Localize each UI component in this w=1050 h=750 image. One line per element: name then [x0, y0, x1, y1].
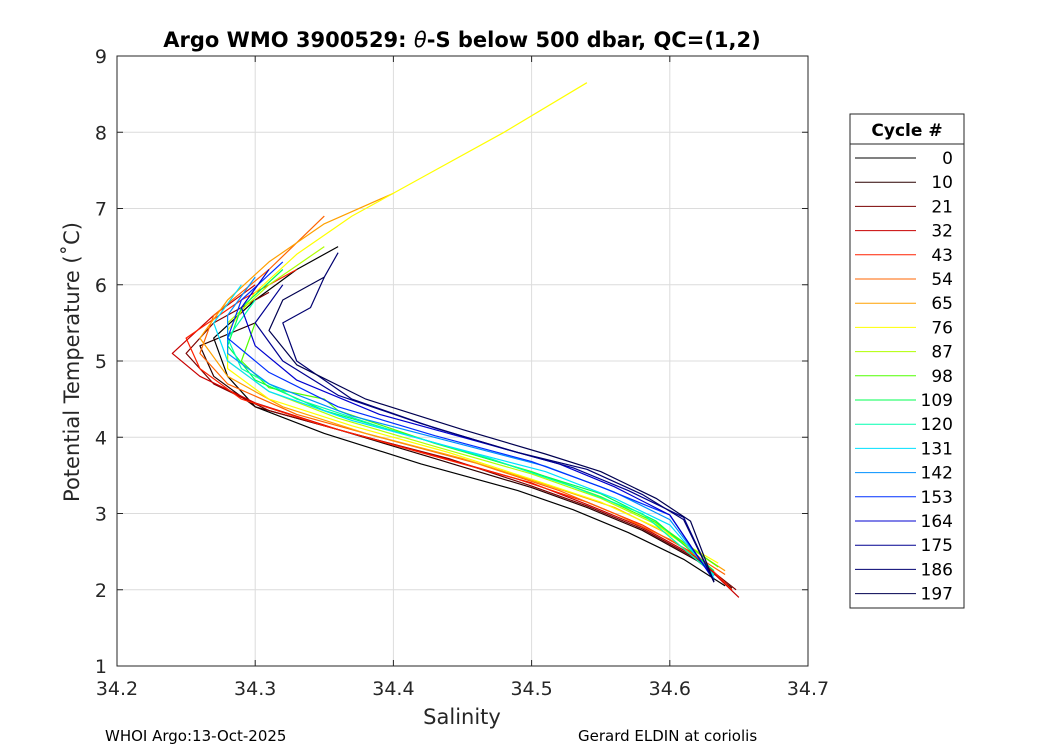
legend-label-cycle-197: 197 — [921, 585, 953, 605]
y-tick-label: 5 — [95, 351, 107, 373]
legend-label-cycle-21: 21 — [931, 197, 953, 217]
y-axis-label: Potential Temperature (˚C) — [60, 222, 84, 502]
footer-left: WHOI Argo:13-Oct-2025 — [105, 727, 286, 745]
series-line-cycle-65 — [199, 192, 726, 572]
series-line-cycle-142 — [227, 276, 715, 579]
series-line-cycle-131 — [213, 284, 715, 577]
footer-right: Gerard ELDIN at coriolis — [578, 727, 757, 745]
series-line-cycle-87 — [227, 246, 719, 568]
legend-label-cycle-43: 43 — [931, 246, 953, 266]
chart-title: Argo WMO 3900529: θ-S below 500 dbar, QC… — [163, 28, 760, 52]
y-tick-label: 3 — [95, 504, 107, 526]
legend-label-cycle-98: 98 — [931, 367, 953, 387]
x-tick-label: 34.3 — [234, 678, 276, 700]
legend-label-cycle-0: 0 — [942, 149, 953, 169]
legend-label-cycle-109: 109 — [921, 391, 953, 411]
x-tick-label: 34.5 — [510, 678, 552, 700]
legend-label-cycle-76: 76 — [931, 318, 953, 338]
legend-label-cycle-87: 87 — [931, 343, 953, 363]
series-line-cycle-197 — [268, 276, 715, 583]
y-tick-label: 8 — [95, 122, 107, 144]
legend-label-cycle-32: 32 — [931, 222, 953, 242]
legend-items: 0 10 21 32 43 54 65 76 87 98 109 120 131 142 153 164 175… — [855, 149, 953, 605]
series-line-cycle-43 — [185, 268, 733, 591]
legend-label-cycle-65: 65 — [931, 294, 953, 314]
series-line-cycle-186 — [282, 252, 715, 583]
x-axis-ticks: 34.2 34.3 34.4 34.5 34.6 34.7 — [96, 56, 829, 700]
y-tick-label: 9 — [95, 46, 107, 68]
y-tick-label: 1 — [95, 656, 107, 678]
x-tick-label: 34.6 — [649, 678, 691, 700]
series-line-cycle-164 — [240, 269, 715, 581]
series-line-cycle-153 — [227, 261, 715, 581]
legend-label-cycle-142: 142 — [921, 464, 953, 484]
legend-label-cycle-153: 153 — [921, 488, 953, 508]
legend-label-cycle-186: 186 — [921, 560, 953, 580]
x-tick-label: 34.4 — [372, 678, 414, 700]
legend-label-cycle-164: 164 — [921, 512, 953, 532]
legend-label-cycle-131: 131 — [921, 439, 953, 459]
x-tick-label: 34.2 — [96, 678, 138, 700]
x-axis-label: Salinity — [423, 705, 501, 729]
series-line-cycle-76 — [227, 82, 719, 564]
legend-label-cycle-54: 54 — [931, 270, 953, 290]
y-tick-label: 2 — [95, 580, 107, 602]
y-tick-label: 6 — [95, 275, 107, 297]
x-tick-label: 34.7 — [787, 678, 829, 700]
legend-label-cycle-10: 10 — [931, 173, 953, 193]
legend-label-cycle-120: 120 — [921, 415, 953, 435]
y-axis-ticks: 1 2 3 4 5 6 7 8 9 — [95, 46, 808, 678]
series-line-cycle-54 — [199, 215, 726, 576]
y-tick-label: 4 — [95, 427, 107, 449]
legend-title: Cycle # — [871, 121, 942, 141]
legend: Cycle # 0 10 21 32 43 54 65 76 87 98 109 120 131 142 1… — [849, 113, 965, 609]
y-tick-label: 7 — [95, 199, 107, 221]
series-layer — [171, 82, 740, 598]
legend-label-cycle-175: 175 — [921, 536, 953, 556]
legend-box — [849, 113, 965, 609]
series-line-cycle-10 — [199, 322, 733, 589]
